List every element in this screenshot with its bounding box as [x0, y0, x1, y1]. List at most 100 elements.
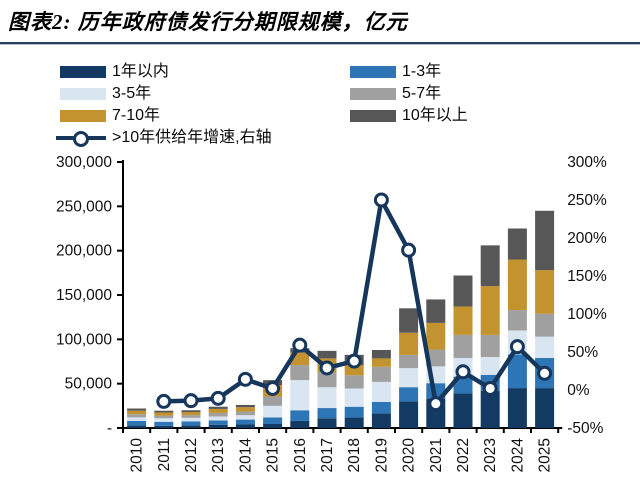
legend-item-5: 10年以上 — [350, 108, 468, 124]
bar-segment — [317, 418, 337, 428]
x-axis-label: 2018 — [346, 438, 363, 472]
bar-segment — [399, 401, 419, 428]
bar-segment — [181, 417, 201, 422]
legend-label: 1-3年 — [402, 63, 442, 80]
bar-segment — [371, 358, 391, 367]
right-tick-label: 200% — [567, 230, 607, 247]
right-tick-label: -50% — [567, 420, 603, 437]
legend-label: 1年以内 — [112, 63, 169, 80]
bar-segment — [263, 417, 283, 425]
bar-segment — [181, 410, 201, 413]
bar-segment — [426, 349, 446, 367]
bar-segment — [181, 415, 201, 418]
left-tick-label: - — [107, 420, 112, 437]
line-marker-2011 — [156, 393, 172, 409]
bar-segment — [208, 420, 228, 425]
bar-segment — [453, 393, 473, 428]
bar-2016 — [290, 348, 310, 428]
bar-segment — [181, 412, 201, 416]
bar-segment — [290, 365, 310, 381]
bar-segment — [235, 415, 255, 420]
bar-2024 — [507, 228, 527, 428]
bar-segment — [535, 336, 555, 358]
bar-2012 — [181, 410, 201, 428]
bar-segment — [208, 412, 228, 417]
left-tick-label: 250,000 — [56, 198, 112, 215]
bar-segment — [344, 375, 364, 389]
bar-segment — [235, 404, 255, 408]
bar-segment — [127, 410, 147, 415]
bar-segment — [507, 310, 527, 331]
growth-line-group — [156, 192, 553, 412]
right-tick-label: 0% — [567, 382, 590, 399]
legend-label: 5-7年 — [402, 85, 442, 102]
left-tick-label: 100,000 — [56, 331, 112, 348]
bar-segment — [371, 413, 391, 428]
bar-2011 — [154, 410, 174, 428]
title-divider — [0, 42, 640, 45]
bar-segment — [480, 286, 500, 335]
bar-2013 — [208, 406, 228, 428]
bars-group — [127, 210, 555, 428]
bar-segment — [263, 405, 283, 418]
line-marker-2022 — [455, 364, 471, 380]
line-marker-2014 — [237, 371, 253, 387]
bar-segment — [208, 408, 228, 413]
left-tick-label: 200,000 — [56, 243, 112, 260]
bar-segment — [507, 228, 527, 260]
bar-2020 — [399, 308, 419, 428]
bar-segment — [535, 210, 555, 271]
x-axis-ticks — [122, 428, 560, 433]
left-tick-label: 300,000 — [56, 154, 112, 171]
bar-segment — [426, 299, 446, 323]
bar-segment — [127, 425, 147, 428]
bar-segment — [235, 407, 255, 412]
right-tick-label: 100% — [567, 306, 607, 323]
bar-segment — [317, 408, 337, 419]
legend-item-0: 1年以内 — [60, 64, 169, 80]
x-axis-label: 2020 — [401, 438, 418, 473]
x-axis-label: 2017 — [319, 438, 336, 472]
line-marker-2019 — [373, 192, 389, 208]
legend-item-2: 3-5年 — [60, 86, 151, 102]
legend-swatch-icon — [350, 110, 396, 122]
x-axis-label: 2015 — [265, 438, 282, 472]
bar-segment — [154, 421, 174, 426]
bar-segment — [453, 334, 473, 358]
bar-segment — [535, 388, 555, 428]
bar-segment — [480, 245, 500, 287]
x-axis-label: 2022 — [455, 438, 472, 472]
bar-segment — [480, 390, 500, 428]
bar-segment — [317, 387, 337, 409]
legend-label: 3-5年 — [112, 85, 152, 102]
x-axis-label: 2019 — [373, 438, 390, 472]
legend-item-4: 7-10年 — [60, 108, 160, 124]
bar-segment — [344, 406, 364, 418]
bar-segment — [127, 414, 147, 418]
bar-segment — [127, 408, 147, 411]
bar-segment — [127, 417, 147, 421]
bar-segment — [344, 417, 364, 428]
line-marker-2020 — [401, 242, 417, 258]
bar-segment — [371, 381, 391, 402]
bar-2025 — [535, 210, 555, 428]
x-axis-label: 2021 — [428, 438, 445, 472]
legend-label: >10年供给年增速,右轴 — [112, 129, 272, 146]
bar-segment — [371, 366, 391, 382]
line-marker-2012 — [183, 393, 199, 409]
bar-segment — [290, 420, 310, 428]
bar-segment — [535, 270, 555, 314]
bar-segment — [181, 421, 201, 426]
right-tick-label: 150% — [567, 268, 607, 285]
bar-segment — [127, 420, 147, 426]
legend: 1年以内 1-3年 3-5年 5-7年 7-10年 10年以上 >10年供给年增速,右轴 — [0, 60, 640, 156]
x-axis-labels: 2010 2011 2012 2013 2014 2015 2016 2017 2018 2019… — [129, 438, 554, 473]
legend-swatch-icon — [60, 66, 106, 78]
bar-segment — [535, 313, 555, 337]
bar-segment — [154, 412, 174, 416]
bar-segment — [154, 418, 174, 422]
bar-segment — [480, 357, 500, 375]
line-marker-2017 — [319, 360, 335, 376]
bar-segment — [399, 387, 419, 402]
